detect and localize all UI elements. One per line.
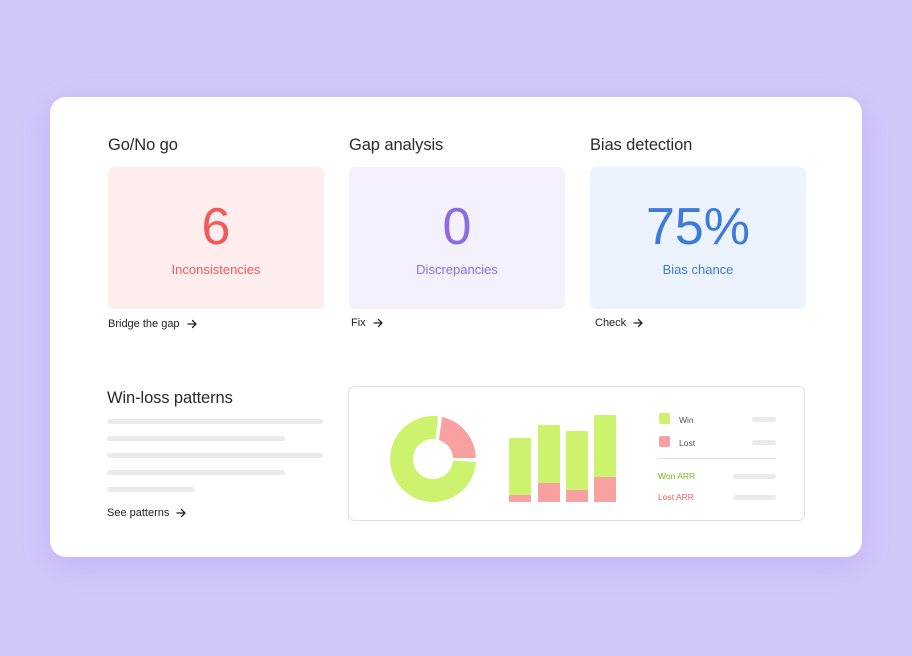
skeleton-line <box>107 470 285 475</box>
win-swatch <box>659 413 670 424</box>
arrow-right-icon <box>633 318 643 328</box>
bar-4-lost <box>594 477 616 502</box>
bar-2-win <box>538 425 560 483</box>
discrepancies-label: Discrepancies <box>416 262 498 277</box>
win-value-placeholder <box>752 417 776 422</box>
check-label: Check <box>595 317 627 329</box>
bar-1-win <box>509 438 531 495</box>
bridge-the-gap-link[interactable]: Bridge the gap <box>108 318 198 330</box>
skeleton-line <box>107 453 323 458</box>
lost-arr-label: Lost ARR <box>658 492 694 502</box>
arrow-right-icon <box>373 318 383 328</box>
bar-3-win <box>566 431 588 490</box>
see-patterns-link[interactable]: See patterns <box>107 507 187 519</box>
go-no-go-title: Go/No go <box>108 136 178 154</box>
legend-divider <box>658 458 776 459</box>
win-loss-donut-chart <box>390 415 616 503</box>
inconsistencies-value: 6 <box>201 198 231 256</box>
dashboard-card: Go/No go 6 Inconsistencies Bridge the ga… <box>50 97 862 557</box>
see-patterns-label: See patterns <box>107 507 170 519</box>
lost-swatch <box>659 436 670 447</box>
inconsistencies-box: 6 Inconsistencies <box>108 167 324 309</box>
skeleton-line <box>107 487 195 492</box>
arrow-right-icon <box>176 508 187 518</box>
win-loss-chart-panel: Win Lost Won ARR Lost ARR <box>348 386 805 521</box>
bar-1-lost <box>509 495 531 502</box>
bar-2-lost <box>538 483 560 502</box>
bias-detection-title: Bias detection <box>590 136 693 154</box>
arrow-right-icon <box>186 319 197 329</box>
donut-lost-slice <box>439 417 476 458</box>
won-arr-label: Won ARR <box>658 471 696 481</box>
bias-chance-box: 75% Bias chance <box>590 167 806 309</box>
bias-chance-value: 75% <box>645 198 751 256</box>
win-legend-label: Win <box>679 415 694 425</box>
skeleton-line <box>107 419 323 424</box>
win-loss-title: Win-loss patterns <box>107 389 233 407</box>
won-arr-placeholder <box>733 474 776 479</box>
lost-value-placeholder <box>752 440 776 445</box>
skeleton-line <box>107 436 285 441</box>
discrepancies-box: 0 Discrepancies <box>349 167 565 309</box>
fix-link[interactable]: Fix <box>351 317 384 329</box>
discrepancies-value: 0 <box>442 198 472 256</box>
bar-4-win <box>594 415 616 477</box>
lost-legend-label: Lost <box>679 438 696 448</box>
bridge-the-gap-label: Bridge the gap <box>108 318 180 330</box>
bar-3-lost <box>566 490 588 502</box>
lost-arr-placeholder <box>733 495 776 500</box>
fix-label: Fix <box>351 317 366 329</box>
inconsistencies-label: Inconsistencies <box>171 262 261 277</box>
check-link[interactable]: Check <box>595 317 644 329</box>
donut-win-slice <box>390 416 476 503</box>
bias-chance-label: Bias chance <box>662 262 734 277</box>
stacked-bar-chart <box>509 415 616 502</box>
gap-analysis-title: Gap analysis <box>349 136 444 154</box>
